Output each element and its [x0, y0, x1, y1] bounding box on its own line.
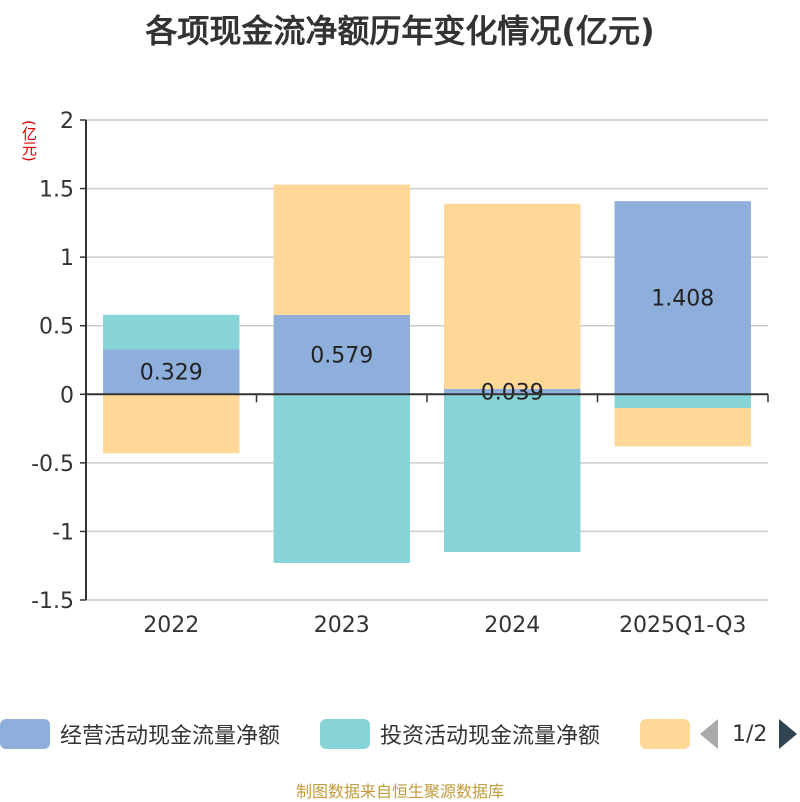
y-tick-label: -0.5: [31, 452, 74, 477]
bar-operating: [273, 314, 410, 395]
data-label-operating: 0.579: [310, 344, 373, 369]
data-label-operating: 1.408: [651, 287, 714, 312]
legend-item-investing[interactable]: 投资活动现金流量净额: [320, 712, 600, 756]
pager-prev-icon[interactable]: [700, 719, 718, 749]
bar-investing: [103, 314, 240, 350]
y-tick-label: 1.5: [39, 178, 74, 203]
source-footer: 制图数据来自恒生聚源数据库: [295, 782, 504, 801]
y-tick-label: 2: [60, 109, 74, 134]
legend-label-operating: 经营活动现金流量净额: [60, 724, 281, 749]
legend-swatch-investing: [320, 719, 370, 749]
chart-title: 各项现金流净额历年变化情况(亿元): [145, 12, 655, 50]
bar-financing: [273, 184, 410, 315]
bar-investing: [614, 394, 751, 408]
legend-swatch-operating: [0, 719, 50, 749]
legend: 经营活动现金流量净额 投资活动现金流量净额: [0, 712, 800, 756]
bar-financing: [614, 408, 751, 447]
bar-investing: [444, 394, 581, 552]
legend-swatch-financing: [640, 719, 690, 749]
bar-operating: [103, 349, 240, 395]
legend-item-operating[interactable]: 经营活动现金流量净额: [0, 712, 280, 756]
bar-financing: [444, 203, 581, 389]
legend-item-financing[interactable]: [640, 712, 700, 756]
x-tick-label: 2023: [314, 613, 370, 638]
pager-page-indicator: 1/2: [732, 721, 768, 747]
pager-next-icon[interactable]: [779, 719, 798, 749]
legend-pager: 1/2: [700, 716, 798, 752]
bar-financing: [103, 394, 240, 454]
y-axis-unit-label: (亿元): [20, 120, 38, 162]
bar-operating: [614, 201, 751, 395]
bar-operating: [444, 388, 581, 395]
y-tick-label: -1: [52, 520, 74, 545]
stacked-bar-chart: -1.5 -1 -0.5 0 0.5 1 1.5 2 0.329 0.579 0.039 1.408 2…: [31, 109, 769, 638]
x-tick-label: 2024: [484, 613, 540, 638]
bar-investing: [273, 394, 410, 563]
x-tick-label: 2022: [143, 613, 199, 638]
data-label-operating: 0.039: [481, 381, 544, 406]
y-tick-label: -1.5: [31, 589, 74, 614]
y-tick-label: 0: [60, 383, 74, 408]
data-label-operating: 0.329: [140, 361, 203, 386]
y-tick-label: 0.5: [39, 315, 74, 340]
legend-label-investing: 投资活动现金流量净额: [380, 724, 601, 749]
x-tick-label: 2025Q1-Q3: [619, 613, 746, 638]
y-tick-label: 1: [60, 246, 74, 271]
